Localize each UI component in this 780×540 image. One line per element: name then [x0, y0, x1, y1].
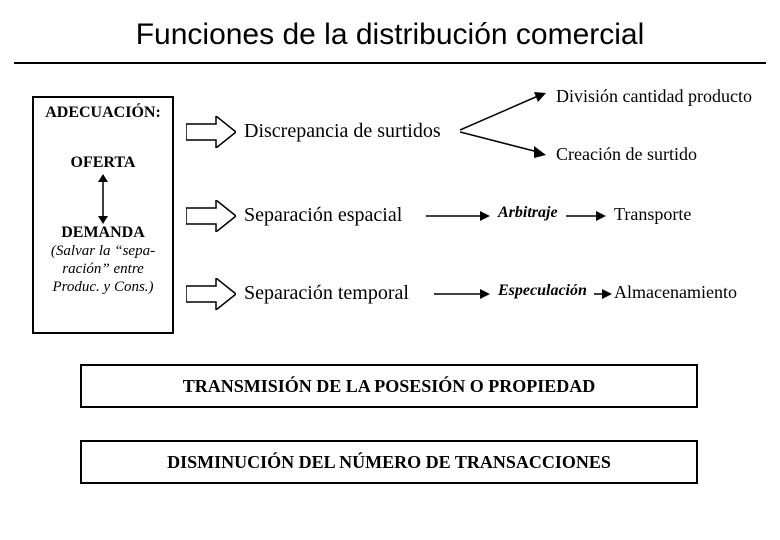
output-division: División cantidad producto — [556, 86, 752, 107]
sub2: ración” entre — [34, 260, 172, 278]
block-arrow-icon — [186, 116, 236, 148]
sub1: (Salvar la “sepa- — [34, 242, 172, 260]
output-transporte: Transporte — [614, 204, 691, 225]
fork-arrow-icon — [460, 90, 552, 162]
output-almacenamiento: Almacenamiento — [614, 282, 737, 303]
bottom-box-1: TRANSMISIÓN DE LA POSESIÓN O PROPIEDAD — [80, 364, 698, 408]
sub3: Produc. y Cons.) — [34, 278, 172, 296]
bottom-box-2: DISMINUCIÓN DEL NÚMERO DE TRANSACCIONES — [80, 440, 698, 484]
concept-sep-temporal: Separación temporal — [244, 282, 409, 305]
line-arrow-icon — [594, 288, 612, 300]
line-arrow-icon — [434, 288, 490, 300]
line-arrow-icon — [426, 210, 490, 222]
label-especulacion: Especulación — [498, 282, 587, 300]
label-arbitraje: Arbitraje — [498, 204, 558, 222]
demanda-label: DEMANDA — [34, 224, 172, 242]
line-arrow-icon — [566, 210, 606, 222]
block-arrow-icon — [186, 278, 236, 310]
page-title: Funciones de la distribución comercial — [0, 0, 780, 62]
title-rule — [14, 62, 766, 64]
concept-discrepancia: Discrepancia de surtidos — [244, 120, 441, 143]
double-arrow-icon — [95, 174, 111, 224]
concept-sep-espacial: Separación espacial — [244, 204, 402, 227]
oferta-label: OFERTA — [34, 154, 172, 172]
output-creacion: Creación de surtido — [556, 144, 697, 165]
adecuacion-label: ADECUACIÓN: — [34, 104, 172, 122]
block-arrow-icon — [186, 200, 236, 232]
